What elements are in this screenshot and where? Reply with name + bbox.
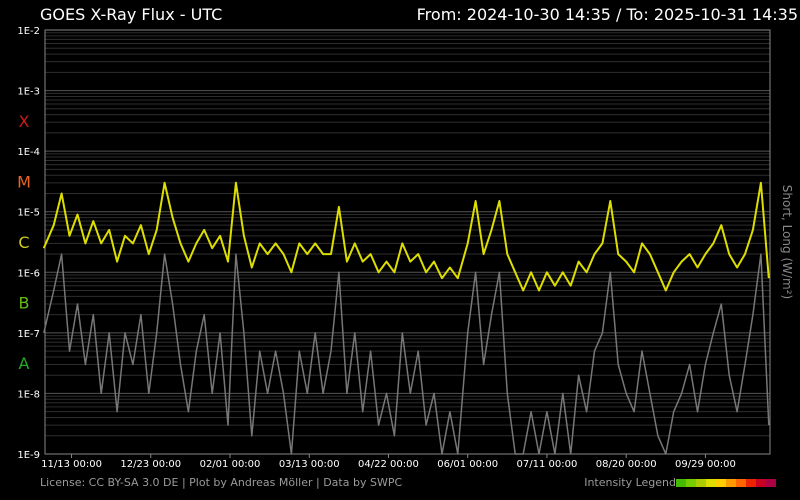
intensity-legend-label: Intensity Legend bbox=[584, 476, 676, 489]
y-tick-label: 1E-4 bbox=[17, 147, 40, 158]
x-tick-label: 06/01 00:00 bbox=[437, 459, 498, 470]
legend-swatch bbox=[716, 479, 726, 487]
intensity-legend-bar bbox=[676, 479, 776, 487]
footer-credits: License: CC BY-SA 3.0 DE | Plot by Andre… bbox=[40, 476, 402, 489]
legend-swatch bbox=[706, 479, 716, 487]
y-tick-label: 1E-9 bbox=[17, 450, 40, 461]
legend-swatch bbox=[696, 479, 706, 487]
y-tick-label: 1E-7 bbox=[17, 329, 40, 340]
x-tick-label: 08/20 00:00 bbox=[596, 459, 657, 470]
x-tick-label: 07/11 00:00 bbox=[517, 459, 578, 470]
y-tick-label: 1E-6 bbox=[17, 268, 40, 279]
x-tick-label: 11/13 00:00 bbox=[41, 459, 102, 470]
flux-series bbox=[42, 181, 770, 455]
flare-class-m: M bbox=[17, 172, 31, 191]
legend-swatch bbox=[756, 479, 766, 487]
legend-swatch bbox=[676, 479, 686, 487]
date-range: From: 2024-10-30 14:35 / To: 2025-10-31 … bbox=[417, 5, 798, 24]
x-tick-label: 12/23 00:00 bbox=[120, 459, 181, 470]
legend-swatch bbox=[746, 479, 756, 487]
y-tick-label: 1E-8 bbox=[17, 389, 40, 400]
y-tick-label: 1E-3 bbox=[17, 87, 40, 98]
plot-frame bbox=[44, 29, 771, 455]
legend-swatch bbox=[726, 479, 736, 487]
legend-swatch bbox=[686, 479, 696, 487]
flare-class-b: B bbox=[19, 294, 30, 313]
x-tick-label: 09/29 00:00 bbox=[675, 459, 736, 470]
series-line-short bbox=[43, 253, 770, 455]
flare-class-c: C bbox=[18, 233, 29, 252]
x-tick-label: 03/13 00:00 bbox=[279, 459, 340, 470]
y-tick-label: 1E-5 bbox=[17, 208, 40, 219]
chart-title: GOES X-Ray Flux - UTC bbox=[40, 5, 222, 24]
legend-swatch bbox=[766, 479, 776, 487]
flare-class-labels: X M C B A bbox=[17, 112, 31, 373]
grid-lines bbox=[45, 32, 770, 455]
y-axis-ticks: 1E-2 1E-3 1E-4 1E-5 1E-6 1E-7 1E-8 1E-9 bbox=[17, 26, 40, 461]
y-axis-label: Short, Long (W/m²) bbox=[780, 185, 794, 299]
x-axis-ticks: 11/13 00:00 12/23 00:00 02/01 00:00 03/13 0… bbox=[41, 454, 736, 470]
flare-class-a: A bbox=[19, 354, 30, 373]
series-line-long bbox=[42, 181, 770, 292]
flare-class-x: X bbox=[19, 112, 30, 131]
y-tick-label: 1E-2 bbox=[17, 26, 40, 37]
x-tick-label: 04/22 00:00 bbox=[358, 459, 419, 470]
legend-swatch bbox=[736, 479, 746, 487]
x-tick-label: 02/01 00:00 bbox=[200, 459, 261, 470]
